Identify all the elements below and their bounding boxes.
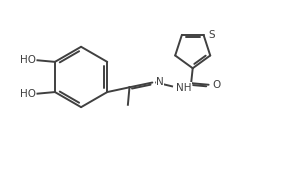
Text: N: N <box>156 77 164 87</box>
Text: S: S <box>208 30 215 40</box>
Text: HO: HO <box>20 55 36 65</box>
Text: HO: HO <box>20 89 36 99</box>
Text: O: O <box>212 80 221 90</box>
Text: NH: NH <box>176 83 191 93</box>
